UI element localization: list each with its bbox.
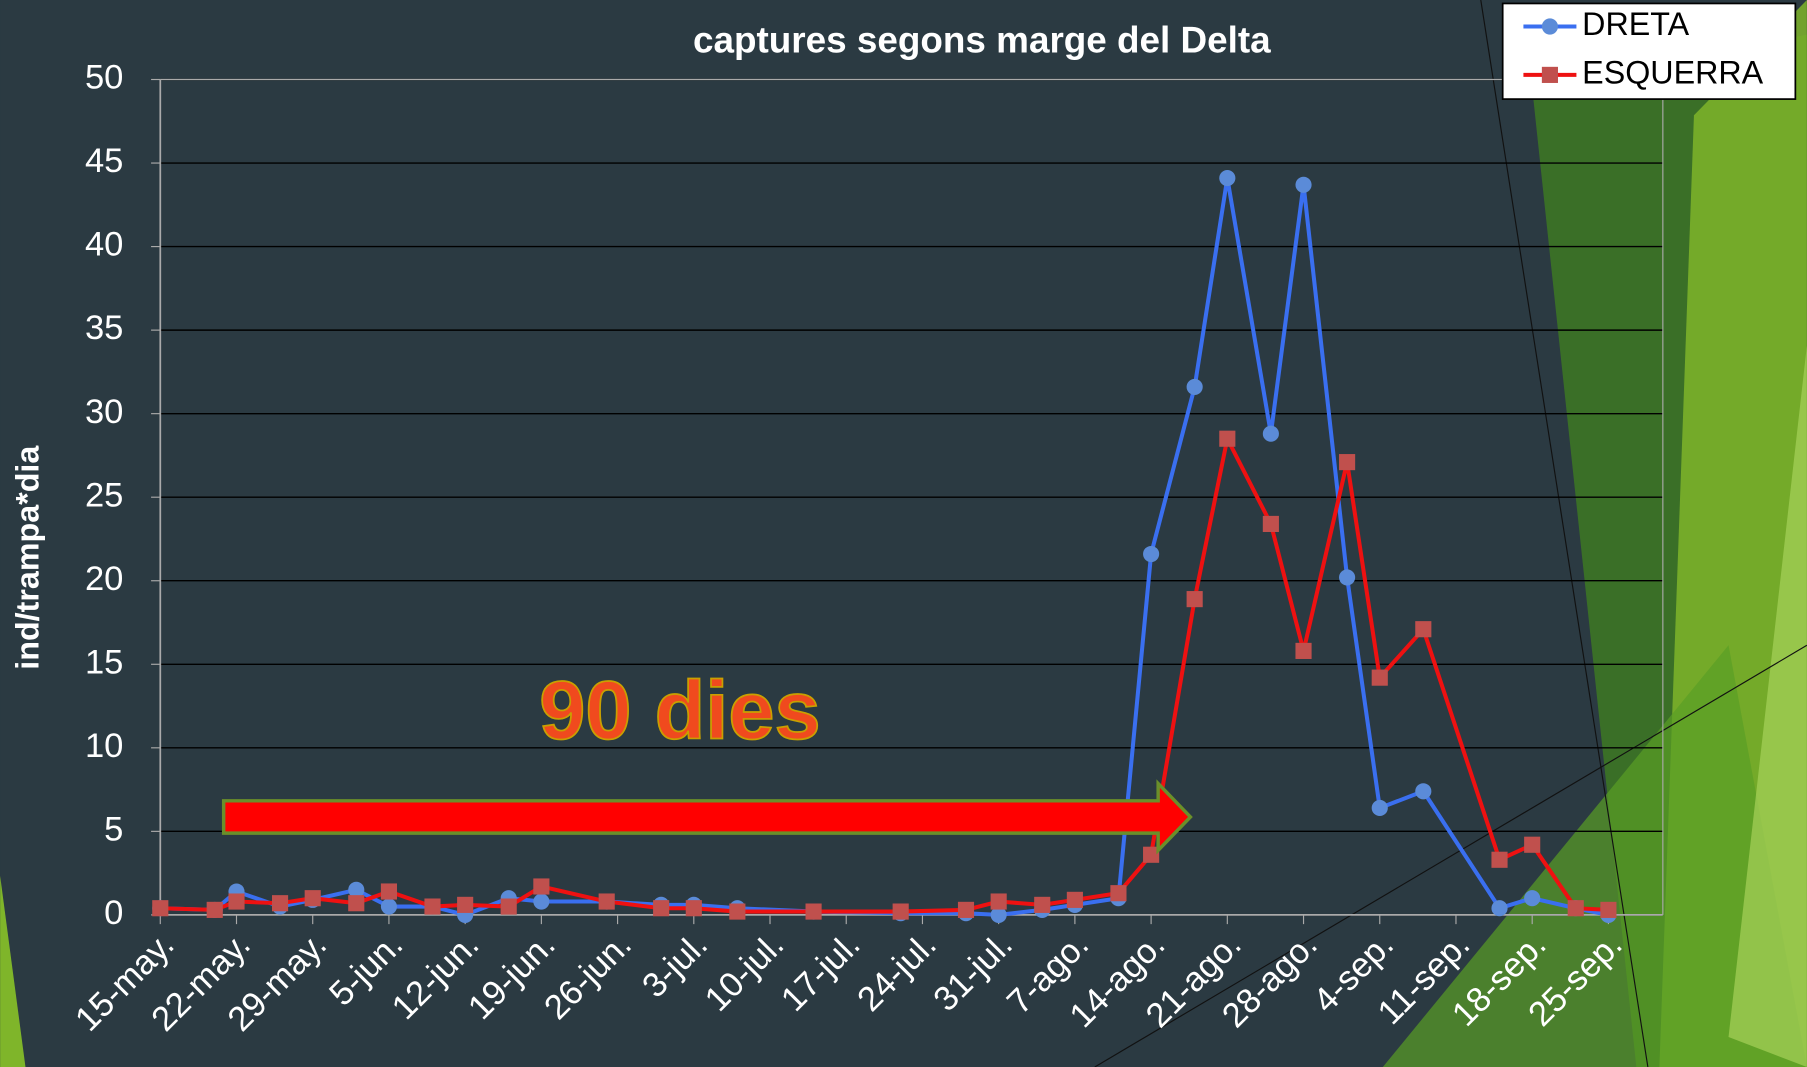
point — [599, 893, 615, 909]
y-axis-label: ind/trampa*dia — [10, 445, 46, 670]
point — [1524, 890, 1540, 906]
point — [1524, 837, 1540, 853]
point — [1187, 591, 1203, 607]
chart: captures segons marge del Delta ind/tram… — [0, 0, 1807, 1067]
point — [381, 898, 397, 914]
y-tick-label: 10 — [85, 727, 123, 765]
point — [1415, 783, 1431, 799]
y-tick-label: 5 — [104, 810, 123, 848]
point — [1187, 379, 1203, 395]
legend-marker — [1542, 18, 1558, 34]
y-tick-label: 25 — [85, 476, 123, 514]
point — [1034, 897, 1050, 913]
point — [228, 893, 244, 909]
point — [991, 893, 1007, 909]
y-tick-label: 35 — [85, 309, 123, 347]
legend-label: ESQUERRA — [1582, 54, 1763, 90]
point — [1219, 170, 1235, 186]
point — [893, 903, 909, 919]
point — [1339, 454, 1355, 470]
point — [1491, 852, 1507, 868]
point — [457, 897, 473, 913]
point — [1295, 177, 1311, 193]
point — [1568, 900, 1584, 916]
point — [381, 883, 397, 899]
point — [1600, 902, 1616, 918]
y-tick-label: 20 — [85, 560, 123, 598]
point — [1110, 885, 1126, 901]
y-tick-label: 30 — [85, 393, 123, 431]
annotation: 90 dies — [539, 664, 820, 757]
point — [533, 893, 549, 909]
point — [1143, 546, 1159, 562]
point — [1491, 900, 1507, 916]
point — [533, 878, 549, 894]
point — [207, 902, 223, 918]
y-tick-label: 45 — [85, 142, 123, 180]
point — [1372, 800, 1388, 816]
point — [152, 900, 168, 916]
point — [1339, 569, 1355, 585]
point — [1415, 621, 1431, 637]
chart-title: captures segons marge del Delta — [693, 19, 1271, 60]
y-tick-label: 0 — [104, 894, 123, 932]
point — [1263, 516, 1279, 532]
point — [501, 898, 517, 914]
point — [1295, 643, 1311, 659]
point — [958, 902, 974, 918]
y-tick-label: 40 — [85, 226, 123, 264]
point — [806, 903, 822, 919]
point — [424, 898, 440, 914]
point — [653, 900, 669, 916]
y-tick-label: 15 — [85, 643, 123, 681]
y-tick-label: 50 — [85, 59, 123, 97]
point — [1067, 892, 1083, 908]
point — [1372, 670, 1388, 686]
legend: DRETA ESQUERRA — [1503, 3, 1796, 99]
point — [305, 890, 321, 906]
legend-marker — [1542, 67, 1558, 83]
point — [686, 900, 702, 916]
point — [729, 903, 745, 919]
legend-label: DRETA — [1582, 6, 1689, 42]
point — [348, 895, 364, 911]
point — [272, 895, 288, 911]
point — [1219, 431, 1235, 447]
point — [1263, 426, 1279, 442]
